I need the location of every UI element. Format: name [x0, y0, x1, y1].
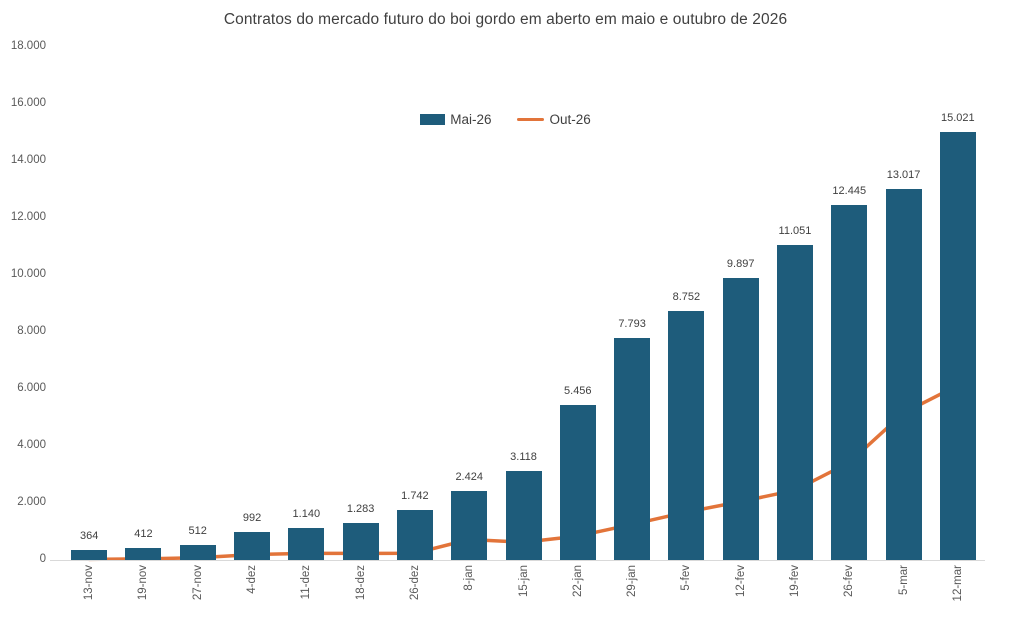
y-axis-tick-label: 12.000	[10, 211, 46, 223]
bar-data-label: 1.140	[292, 507, 321, 520]
bar-data-label: 2.424	[455, 470, 483, 483]
bar-data-label: 512	[188, 525, 207, 538]
x-axis-tick-label: 22-jan	[571, 565, 584, 597]
x-axis-tick-label: 11-dez	[300, 565, 313, 600]
bar-mai26	[885, 189, 922, 560]
bar-data-label: 412	[134, 528, 153, 541]
bar-data-label: 11.051	[778, 225, 812, 238]
x-axis-line	[50, 560, 985, 561]
x-axis-tick-label: 26-fev	[843, 565, 856, 597]
bar-data-label: 13.017	[886, 169, 921, 181]
x-axis-tick-label: 12-mar	[951, 565, 964, 602]
bar-data-label: 364	[79, 529, 99, 542]
y-axis-tick-label: 18.000	[10, 40, 46, 52]
y-axis-tick-label: 16.000	[10, 97, 46, 109]
y-axis-tick-label: 10.000	[10, 268, 46, 280]
x-axis-tick-label: 12-fev	[734, 565, 747, 597]
y-axis-tick-label: 8.000	[17, 325, 46, 337]
bar-mai26	[396, 510, 433, 560]
bar-data-label: 9.897	[726, 257, 755, 270]
bar-data-label: 7.793	[618, 317, 646, 330]
bar-data-label: 1.283	[346, 503, 375, 516]
bar-data-label: 8.752	[672, 290, 701, 303]
y-axis-tick-label: 6.000	[17, 382, 46, 394]
legend-item-mai26: Mai-26	[420, 112, 491, 127]
bar-data-label: 992	[242, 511, 262, 524]
bar-mai26	[614, 337, 651, 560]
y-axis-tick-label: 0	[39, 553, 46, 565]
x-axis-tick-label: 27-nov	[191, 565, 204, 601]
bar-mai26	[179, 545, 216, 560]
bar-data-label: 3.118	[510, 451, 537, 464]
bar-data-label: 12.445	[832, 185, 867, 198]
bar-mai26	[668, 310, 705, 560]
x-axis-tick-label: 18-dez	[354, 565, 367, 601]
bar-mai26	[342, 523, 379, 560]
bar-mai26	[505, 471, 542, 560]
x-axis-tick-label: 4-dez	[246, 565, 259, 594]
x-axis-tick-label: 26-dez	[408, 565, 421, 601]
bar-data-label: 15.021	[941, 111, 975, 124]
bar-data-label: 5.456	[564, 384, 592, 397]
bar-mai26	[71, 549, 108, 560]
bar-mai26	[722, 277, 759, 560]
bar-mai26	[559, 404, 596, 560]
bar-data-label: 1.742	[401, 490, 429, 503]
bar-mai26	[939, 131, 976, 560]
legend-bar-swatch-icon	[420, 114, 446, 125]
legend-label-mai26: Mai-26	[450, 112, 492, 127]
y-axis-tick-label: 2.000	[17, 496, 46, 508]
bar-mai26	[451, 490, 488, 560]
x-axis-tick-label: 5-mar	[897, 565, 910, 596]
chart-title: Contratos do mercado futuro do boi gordo…	[223, 11, 788, 28]
x-axis-tick-label: 5-fev	[680, 565, 693, 591]
x-axis-tick-label: 19-fev	[788, 565, 801, 597]
bar-mai26	[234, 531, 271, 560]
bar-mai26	[125, 548, 162, 560]
y-axis-tick-label: 4.000	[17, 439, 46, 451]
bar-mai26	[776, 245, 813, 560]
legend-label-out26: Out-26	[549, 112, 591, 127]
x-axis-tick-label: 19-nov	[137, 565, 150, 601]
x-axis-tick-label: 8-jan	[463, 565, 476, 591]
legend: Mai-26 Out-26	[0, 112, 1011, 127]
x-axis-tick-label: 13-nov	[83, 565, 96, 601]
legend-line-swatch-icon	[517, 117, 545, 122]
legend-item-out26: Out-26	[517, 112, 591, 127]
x-axis-tick-label: 29-jan	[626, 565, 639, 597]
bar-mai26	[288, 527, 325, 560]
y-axis-tick-label: 14.000	[10, 154, 46, 166]
x-axis-tick-label: 15-jan	[517, 565, 530, 597]
bar-mai26	[831, 205, 868, 560]
